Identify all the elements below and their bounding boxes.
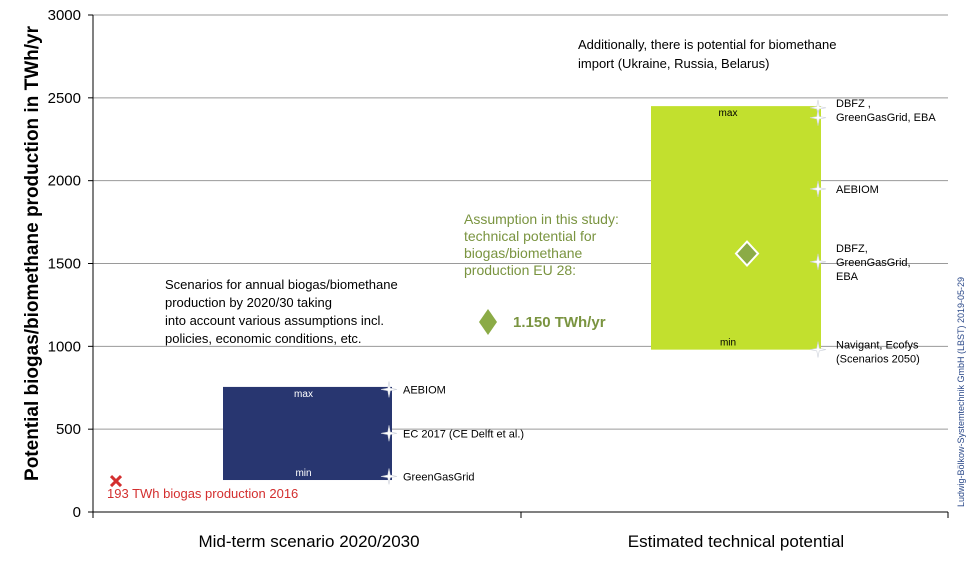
assumption-diamond xyxy=(734,240,760,268)
range-bar-1-min-label: min xyxy=(720,338,736,349)
range-bars xyxy=(223,106,821,481)
source-label-0-0: AEBIOM xyxy=(403,384,446,396)
source-label-1-0: EC 2017 (CE Delft et al.) xyxy=(403,428,524,440)
marks xyxy=(109,99,827,488)
source-marker-5 xyxy=(809,180,827,197)
ytick-label-500: 500 xyxy=(56,421,81,438)
axes: 0 500 1000 1500 2000 2500 3000 Potential biogas… xyxy=(22,7,949,551)
scenario-annotation-0: Scenarios for annual biogas/biomethane xyxy=(165,277,398,292)
y-axis-label: Potential biogas/biomethane production i… xyxy=(22,25,43,481)
source-marker-4 xyxy=(809,109,827,126)
assumption-annotation-0: Assumption in this study: xyxy=(464,211,619,227)
range-bar-0-max-label: max xyxy=(294,389,313,400)
source-label-7-1: (Scenarios 2050) xyxy=(836,354,920,366)
ytick-label-2000: 2000 xyxy=(48,173,81,190)
source-label-6-1: GreenGasGrid, xyxy=(836,257,911,269)
reference-label: 193 TWh biogas production 2016 xyxy=(107,486,298,501)
ytick-label-1500: 1500 xyxy=(48,256,81,273)
source-label-2-0: GreenGasGrid xyxy=(403,471,475,483)
ytick-label-2500: 2500 xyxy=(48,90,81,107)
source-label-6-0: DBFZ, xyxy=(836,243,868,255)
source-label-3-1: GreenGasGrid, EBA xyxy=(836,112,936,124)
range-bar-1-max-label: max xyxy=(719,108,738,119)
assumption-annotation-3: production EU 28: xyxy=(464,262,576,278)
scenario-annotation-1: production by 2020/30 taking xyxy=(165,295,332,310)
category-label-0: Mid-term scenario 2020/2030 xyxy=(198,532,419,551)
side-note: Ludwig-Bölkow-Systemtechnik GmbH (LBST) … xyxy=(956,277,966,507)
range-bar-0 xyxy=(223,386,392,481)
import-annotation-0: Additionally, there is potential for bio… xyxy=(578,37,836,52)
reference-marker xyxy=(109,474,123,488)
source-label-6-2: EBA xyxy=(836,271,859,283)
scenario-annotation-2: into account various assumptions incl. xyxy=(165,313,384,328)
source-marker-7 xyxy=(809,341,827,358)
assumption-legend-diamond xyxy=(479,309,497,335)
range-bar-0-min-label: min xyxy=(295,468,311,479)
source-marker-0 xyxy=(380,381,398,398)
source-label-7-0: Navigant, Ecofys xyxy=(836,340,919,352)
ytick-label-1000: 1000 xyxy=(48,338,81,355)
assumption-annotation-2: biogas/biomethane xyxy=(464,245,583,261)
source-label-3-0: DBFZ , xyxy=(836,98,871,110)
ytick-label-0: 0 xyxy=(73,504,81,521)
ytick-label-3000: 3000 xyxy=(48,7,81,24)
range-bar-1 xyxy=(651,106,821,350)
source-marker-2 xyxy=(380,468,398,485)
import-annotation-1: import (Ukraine, Russia, Belarus) xyxy=(578,56,769,71)
scenario-annotation-3: policies, economic conditions, etc. xyxy=(165,331,362,346)
source-marker-6 xyxy=(809,253,827,270)
grid-lines xyxy=(93,14,948,430)
source-marker-1 xyxy=(380,425,398,442)
source-label-5-0: AEBIOM xyxy=(836,184,879,196)
assumption-value: 1.150 TWh/yr xyxy=(513,314,606,331)
category-label-1: Estimated technical potential xyxy=(628,532,844,551)
assumption-annotation-1: technical potential for xyxy=(464,228,597,244)
labels: max min max min AEBIOM EC 2017 (CE Delft et a… xyxy=(107,37,966,507)
